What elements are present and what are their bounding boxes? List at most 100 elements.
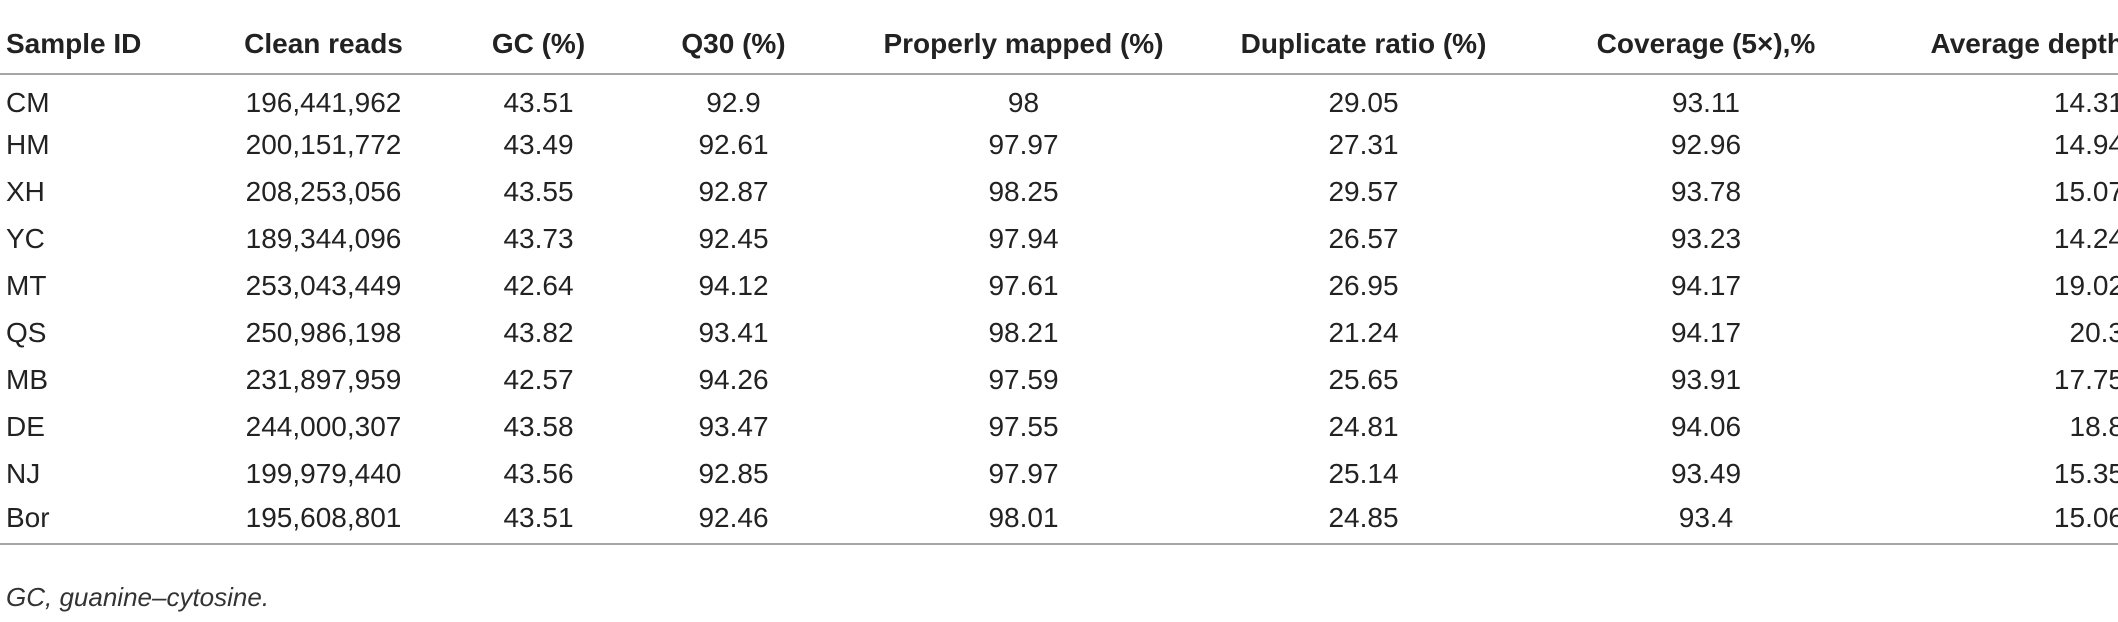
cell-clean-reads: 250,986,198	[245, 316, 402, 348]
cell-coverage: 94.17	[1670, 316, 1742, 348]
cell-gc: 43.51	[503, 87, 574, 118]
cell-properly-mapped: 98.25	[988, 175, 1059, 207]
cell-q30: 92.87	[698, 175, 769, 207]
header-average-depth: Average depth	[1901, 14, 2118, 75]
cell-average-depth: 14.24	[2053, 222, 2118, 254]
cell-gc: 43.51	[441, 497, 636, 545]
header-properly-mapped: Properly mapped (%)	[831, 14, 1216, 75]
cell-sample-id: XH	[6, 175, 45, 207]
table-row: QS 250,986,198 43.82 93.41 98.21 21.24 9…	[0, 309, 2118, 356]
cell-q30: 93.47	[698, 410, 769, 442]
cell-sample-id: NJ	[6, 457, 41, 489]
cell-coverage: 93.49	[1670, 457, 1742, 489]
cell-sample-id: MT	[6, 269, 47, 301]
cell-q30: 94.12	[698, 269, 769, 301]
cell-properly-mapped: 97.97	[988, 457, 1059, 489]
cell-clean-reads: 195,608,801	[206, 497, 441, 545]
cell-coverage: 93.78	[1670, 175, 1742, 207]
cell-coverage: 94.17	[1670, 269, 1742, 301]
table-row: DE 244,000,307 43.58 93.47 97.55 24.81 9…	[0, 403, 2118, 450]
cell-sample-id: DE	[6, 410, 45, 442]
cell-properly-mapped: 97.59	[988, 363, 1059, 395]
table-row: YC 189,344,096 43.73 92.45 97.94 26.57 9…	[0, 215, 2118, 262]
cell-average-depth: 18.8	[2069, 410, 2118, 442]
cell-properly-mapped: 97.61	[988, 269, 1059, 301]
table-row: MT 253,043,449 42.64 94.12 97.61 26.95 9…	[0, 262, 2118, 309]
cell-q30: 92.45	[698, 222, 769, 254]
cell-properly-mapped: 98.01	[831, 497, 1216, 545]
cell-sample-id: YC	[6, 222, 45, 254]
cell-sample-id: Bor	[0, 497, 206, 545]
cell-clean-reads: 199,979,440	[245, 457, 402, 489]
cell-properly-mapped: 97.55	[988, 410, 1059, 442]
cell-duplicate-ratio: 26.57	[1328, 222, 1399, 254]
table-row: HM 200,151,772 43.49 92.61 97.97 27.31 9…	[0, 121, 2118, 168]
cell-clean-reads: 189,344,096	[245, 222, 402, 254]
cell-average-depth: 15.35	[2053, 457, 2118, 489]
sequencing-stats-table: Sample ID Clean reads GC (%) Q30 (%) Pro…	[0, 14, 2118, 545]
cell-gc: 43.82	[503, 316, 574, 348]
cell-gc: 42.64	[503, 269, 574, 301]
table-row: NJ 199,979,440 43.56 92.85 97.97 25.14 9…	[0, 450, 2118, 497]
table-header: Sample ID Clean reads GC (%) Q30 (%) Pro…	[0, 14, 2118, 75]
cell-q30: 94.26	[698, 363, 769, 395]
cell-duplicate-ratio: 25.14	[1328, 457, 1399, 489]
cell-duplicate-ratio: 29.05	[1328, 87, 1399, 118]
cell-sample-id: MB	[6, 363, 48, 395]
cell-clean-reads: 200,151,772	[245, 128, 402, 160]
header-q30: Q30 (%)	[636, 14, 831, 75]
cell-average-depth: 19.02	[2053, 269, 2118, 301]
cell-duplicate-ratio: 26.95	[1328, 269, 1399, 301]
cell-properly-mapped: 97.94	[988, 222, 1059, 254]
table-row: Bor 195,608,801 43.51 92.46 98.01 24.85 …	[0, 497, 2118, 545]
cell-duplicate-ratio: 27.31	[1328, 128, 1399, 160]
table-row: MB 231,897,959 42.57 94.26 97.59 25.65 9…	[0, 356, 2118, 403]
cell-duplicate-ratio: 24.81	[1328, 410, 1399, 442]
cell-q30: 93.41	[698, 316, 769, 348]
header-clean-reads: Clean reads	[206, 14, 441, 75]
cell-sample-id: CM	[6, 87, 50, 118]
table-footnote: GC, guanine–cytosine.	[6, 582, 270, 612]
cell-clean-reads: 244,000,307	[245, 410, 402, 442]
cell-gc: 42.57	[503, 363, 574, 395]
cell-clean-reads: 208,253,056	[245, 175, 402, 207]
cell-coverage: 93.11	[1672, 87, 1740, 118]
cell-q30: 92.9	[706, 87, 761, 118]
cell-average-depth: 15.07	[2053, 175, 2118, 207]
cell-coverage: 92.96	[1670, 128, 1742, 160]
header-row: Sample ID Clean reads GC (%) Q30 (%) Pro…	[0, 14, 2118, 75]
cell-q30: 92.61	[698, 128, 769, 160]
cell-duplicate-ratio: 21.24	[1328, 316, 1399, 348]
cell-coverage: 93.91	[1670, 363, 1742, 395]
cell-properly-mapped: 97.97	[988, 128, 1059, 160]
header-coverage: Coverage (5×),%	[1511, 14, 1901, 75]
cell-clean-reads: 231,897,959	[245, 363, 402, 395]
cell-average-depth: 20.3	[2069, 316, 2118, 348]
cell-properly-mapped: 98	[1007, 87, 1040, 118]
cell-gc: 43.49	[503, 128, 574, 160]
cell-coverage: 93.23	[1670, 222, 1742, 254]
cell-duplicate-ratio: 25.65	[1328, 363, 1399, 395]
cell-gc: 43.58	[503, 410, 574, 442]
header-sample-id: Sample ID	[0, 14, 206, 75]
table-row: XH 208,253,056 43.55 92.87 98.25 29.57 9…	[0, 168, 2118, 215]
cell-gc: 43.55	[503, 175, 574, 207]
header-gc: GC (%)	[441, 14, 636, 75]
header-duplicate-ratio: Duplicate ratio (%)	[1216, 14, 1511, 75]
cell-gc: 43.56	[503, 457, 574, 489]
cell-duplicate-ratio: 24.85	[1216, 497, 1511, 545]
cell-properly-mapped: 98.21	[988, 316, 1059, 348]
cell-q30: 92.85	[698, 457, 769, 489]
table-body: CM 196,441,962 43.51 92.9 98 29.05 93.11…	[0, 74, 2118, 545]
cell-gc: 43.73	[503, 222, 574, 254]
table-row: CM 196,441,962 43.51 92.9 98 29.05 93.11…	[0, 74, 2118, 121]
cell-average-depth: 14.94	[2053, 128, 2118, 160]
cell-clean-reads: 196,441,962	[245, 87, 402, 118]
cell-sample-id: QS	[6, 316, 47, 348]
cell-sample-id: HM	[6, 128, 50, 160]
cell-coverage: 93.4	[1511, 497, 1901, 545]
cell-average-depth: 15.06	[1901, 497, 2118, 545]
cell-q30: 92.46	[636, 497, 831, 545]
cell-clean-reads: 253,043,449	[245, 269, 402, 301]
